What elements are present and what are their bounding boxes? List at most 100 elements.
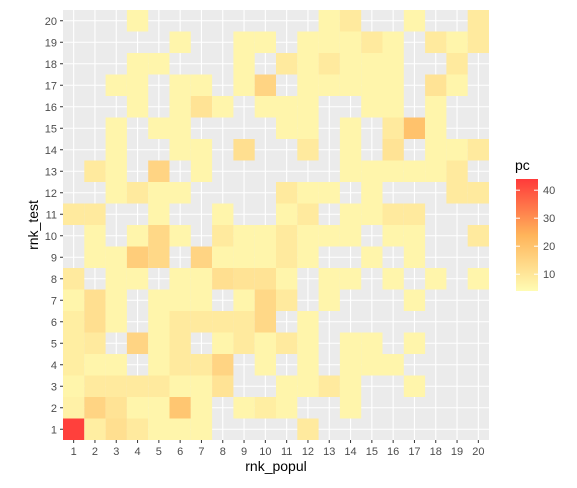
heatmap-cell (339, 397, 362, 419)
heatmap-cell (361, 182, 383, 204)
heatmap-cell (105, 182, 127, 204)
heatmap-cell (84, 354, 106, 376)
heatmap-cells (63, 10, 489, 440)
heatmap-cell (63, 418, 85, 440)
heatmap-cell (339, 160, 362, 182)
y-tick-label: 4 (51, 360, 57, 372)
heatmap-cell (254, 74, 276, 96)
heatmap-cell (190, 268, 213, 290)
heatmap-cell (190, 96, 213, 118)
heatmap-cell (425, 139, 447, 161)
heatmap-cell (148, 397, 170, 419)
heatmap-cell (148, 246, 170, 268)
heatmap-cell (297, 203, 319, 225)
heatmap-cell (169, 117, 191, 139)
heatmap-cell (254, 397, 276, 419)
heatmap-cell (169, 31, 191, 53)
heatmap-cell (126, 10, 149, 32)
x-tick-label: 10 (259, 446, 271, 458)
heatmap-cell (361, 354, 383, 376)
heatmap-cell (339, 375, 362, 397)
y-tick-label: 12 (45, 188, 57, 200)
heatmap-cell (403, 160, 426, 182)
heatmap-cell (254, 246, 276, 268)
heatmap-cell (339, 117, 362, 139)
heatmap-cell (425, 117, 447, 139)
heatmap-cell (339, 268, 362, 290)
heatmap-cell (126, 397, 149, 419)
heatmap-cell (63, 203, 85, 225)
heatmap-cell (254, 268, 276, 290)
heatmap-cell (148, 375, 170, 397)
heatmap-cell (467, 139, 489, 161)
y-tick-label: 18 (45, 59, 57, 71)
y-tick-label: 16 (45, 102, 57, 114)
heatmap-cell (254, 289, 276, 311)
heatmap-cell (382, 203, 404, 225)
heatmap-cell (212, 203, 234, 225)
heatmap-cell (403, 375, 426, 397)
heatmap-cell (297, 74, 319, 96)
legend-tick-label: 30 (543, 213, 555, 225)
heatmap-cell (84, 418, 106, 440)
heatmap-cell (318, 10, 340, 32)
heatmap-cell (105, 375, 127, 397)
heatmap-cell (169, 225, 191, 247)
x-tick-label: 2 (92, 446, 98, 458)
y-tick-label: 15 (45, 123, 57, 135)
y-tick-label: 9 (51, 252, 57, 264)
y-tick-label: 20 (45, 16, 57, 28)
heatmap-cell (318, 31, 340, 53)
heatmap-cell (276, 117, 298, 139)
heatmap-cell (276, 225, 298, 247)
heatmap-cell (169, 418, 191, 440)
heatmap-cell (467, 225, 489, 247)
heatmap-cell (446, 74, 468, 96)
heatmap-cell (446, 53, 468, 75)
x-tick-label: 13 (323, 446, 335, 458)
heatmap-cell (403, 246, 426, 268)
heatmap-cell (382, 117, 404, 139)
heatmap-cell (382, 74, 404, 96)
heatmap-cell (233, 289, 255, 311)
x-axis-ticks: 1 2 3 4 5 6 7 8 9 10 11 12 13 14 15 16 17 18 19 20 (71, 440, 484, 458)
heatmap-cell (467, 10, 489, 32)
x-tick-label: 18 (430, 446, 442, 458)
heatmap-cell (105, 268, 127, 290)
heatmap-cell (339, 225, 362, 247)
heatmap-cell (190, 311, 213, 333)
heatmap-cell (148, 182, 170, 204)
heatmap-cell (297, 311, 319, 333)
x-tick-label: 6 (177, 446, 183, 458)
heatmap-cell (276, 96, 298, 118)
heatmap-cell (254, 311, 276, 333)
heatmap-cell (105, 139, 127, 161)
y-tick-label: 10 (45, 231, 57, 243)
heatmap-cell (339, 74, 362, 96)
heatmap-cell (254, 96, 276, 118)
heatmap-cell (212, 332, 234, 354)
heatmap-cell (126, 182, 149, 204)
x-tick-label: 14 (344, 446, 356, 458)
heatmap-cell (84, 375, 106, 397)
heatmap-cell (126, 74, 149, 96)
x-tick-label: 12 (302, 446, 314, 458)
heatmap-cell (254, 354, 276, 376)
x-tick-label: 11 (281, 446, 292, 458)
heatmap-cell (105, 74, 127, 96)
heatmap-cell (148, 160, 170, 182)
heatmap-cell (190, 397, 213, 419)
heatmap-cell (254, 332, 276, 354)
heatmap-cell (169, 139, 191, 161)
y-tick-label: 17 (45, 80, 57, 92)
heatmap-cell (212, 246, 234, 268)
heatmap-cell (425, 96, 447, 118)
heatmap-cell (276, 203, 298, 225)
heatmap-cell (169, 311, 191, 333)
heatmap-cell (63, 289, 85, 311)
heatmap-cell (233, 397, 255, 419)
heatmap-cell (276, 268, 298, 290)
heatmap-cell (84, 289, 106, 311)
heatmap-cell (105, 354, 127, 376)
